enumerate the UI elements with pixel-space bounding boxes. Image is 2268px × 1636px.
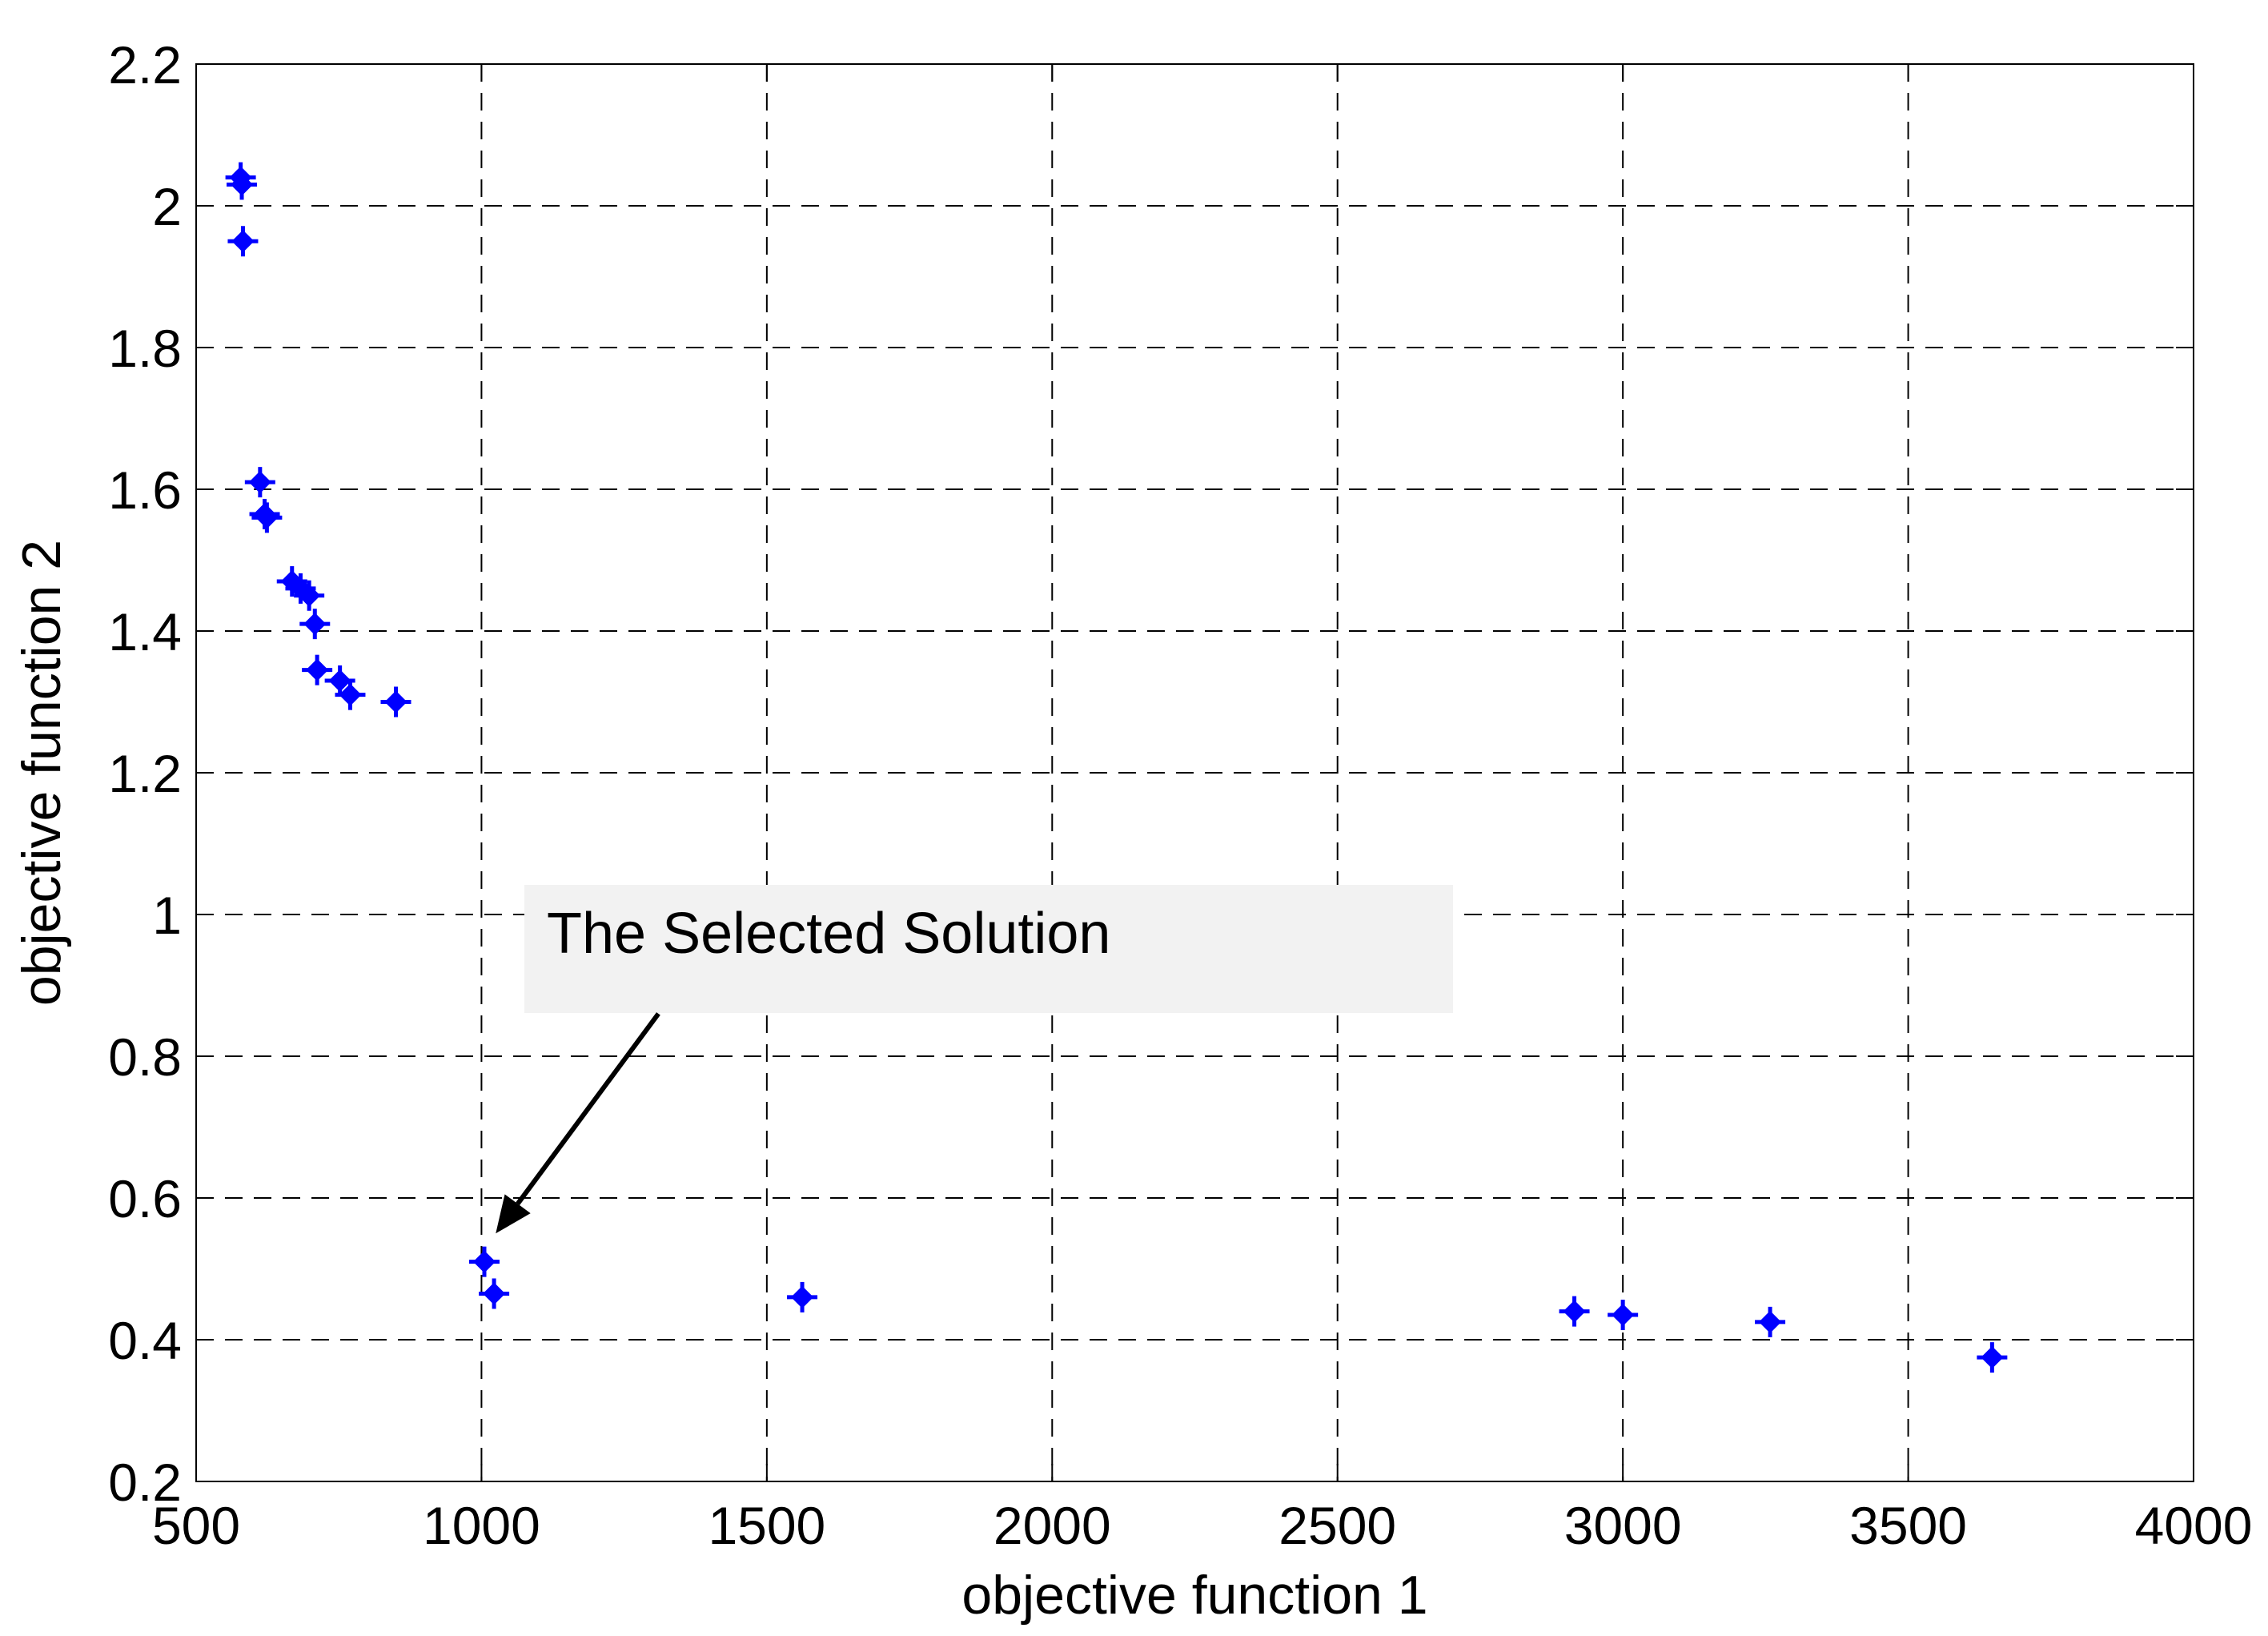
data-point: [1977, 1342, 2008, 1373]
annotation-arrow-head: [496, 1194, 531, 1234]
data-point: [468, 1246, 500, 1277]
x-axis-tick-labels: 500 1000 1500 2000 2500 3000 3500 4000: [152, 1496, 2252, 1555]
data-point: [1559, 1296, 1590, 1327]
annotation-text: The Selected Solution: [547, 902, 1110, 966]
annotation-box: [524, 885, 1453, 1013]
y-tick-label: 2: [152, 177, 182, 236]
y-tick-label: 1.2: [108, 744, 182, 803]
data-point: [479, 1278, 510, 1309]
x-tick-label: 3000: [1564, 1496, 1682, 1555]
x-tick-label: 500: [152, 1496, 240, 1555]
annotation: The Selected Solution: [496, 885, 1453, 1234]
y-tick-label: 1.6: [108, 460, 182, 520]
y-tick-label: 1: [152, 886, 182, 945]
annotation-arrow-line: [516, 1012, 660, 1206]
data-point: [380, 686, 411, 718]
y-tick-label: 1.4: [108, 602, 182, 661]
x-tick-label: 1500: [708, 1496, 825, 1555]
data-points: [225, 162, 2008, 1373]
data-point: [302, 654, 333, 685]
x-tick-label: 1000: [423, 1496, 540, 1555]
data-point: [251, 502, 283, 533]
y-tick-label: 2.2: [108, 35, 182, 94]
x-tick-label: 3500: [1849, 1496, 1967, 1555]
data-point: [244, 467, 275, 498]
data-point: [227, 169, 258, 200]
data-point: [1608, 1300, 1639, 1331]
data-point: [335, 679, 366, 710]
y-tick-label: 0.6: [108, 1169, 182, 1228]
y-axis-title: objective function 2: [11, 540, 72, 1006]
data-point: [787, 1281, 818, 1312]
data-point: [299, 609, 331, 640]
y-tick-label: 0.2: [108, 1453, 182, 1512]
y-tick-label: 1.8: [108, 319, 182, 378]
data-point: [294, 580, 325, 611]
y-tick-label: 0.8: [108, 1027, 182, 1087]
x-tick-label: 2500: [1279, 1496, 1396, 1555]
x-tick-label: 2000: [994, 1496, 1111, 1555]
y-axis-tick-labels: 0.2 0.4 0.6 0.8 1 1.2 1.4 1.6 1.8 2 2.2: [108, 35, 182, 1512]
data-point: [1755, 1306, 1786, 1337]
y-tick-label: 0.4: [108, 1311, 182, 1370]
x-axis-title: objective function 1: [961, 1565, 1427, 1626]
data-point: [227, 226, 259, 257]
axis-ticks: [195, 63, 2194, 1482]
x-tick-label: 4000: [2135, 1496, 2253, 1555]
